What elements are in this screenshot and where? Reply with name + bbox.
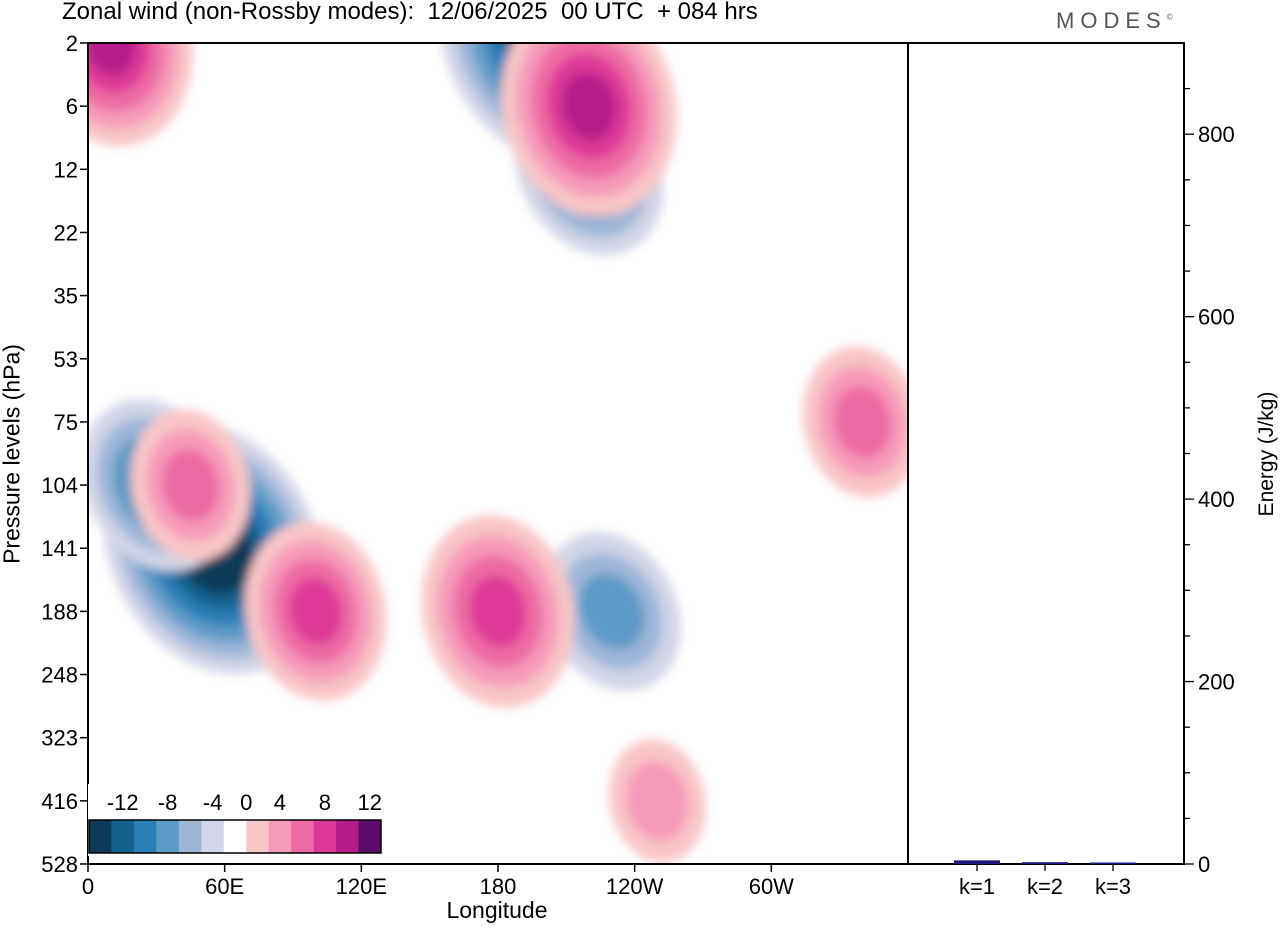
y-tick-label: 53: [54, 347, 78, 372]
colorbar-swatch: [89, 820, 112, 853]
energy-frame: [907, 42, 1185, 865]
colorbar-frame: [88, 819, 382, 854]
y-tick-label: 22: [54, 220, 78, 245]
colorbar-swatch: [223, 820, 247, 853]
x-tick-label: 180: [480, 874, 517, 899]
energy-category-label: k=1: [959, 874, 995, 899]
energy-category-label: k=3: [1095, 874, 1131, 899]
y-tick-label: 141: [41, 536, 78, 561]
energy-tick-label: 400: [1198, 487, 1235, 512]
y-tick-label: 35: [54, 284, 78, 309]
y-axis-label: Pressure levels (hPa): [0, 344, 25, 564]
colorbar-swatch: [201, 820, 225, 853]
energy-tick-label: 600: [1198, 305, 1235, 330]
x-tick-label: 60E: [205, 874, 244, 899]
y-tick-label: 248: [41, 663, 78, 688]
y-tick-label: 104: [41, 473, 78, 498]
x-axis: 0 60E 120E 180 120W 60W: [82, 864, 794, 899]
colorbar-swatch: [246, 820, 269, 853]
heatmap-contour-8-4: [561, 71, 617, 141]
heatmap-plot-area: [88, 43, 908, 864]
x-tick-label: 120W: [606, 874, 664, 899]
colorbar-swatch: [336, 820, 359, 853]
colorbar-label: 4: [274, 790, 286, 815]
heatmap-contour-3-2: [579, 573, 645, 650]
x-tick-label: 120E: [336, 874, 387, 899]
energy-category-label: k=2: [1027, 874, 1063, 899]
y-tick-label: 75: [54, 410, 78, 435]
y-tick-label: 416: [41, 789, 78, 814]
chart-title: Zonal wind (non-Rossby modes): 12/06/202…: [62, 0, 758, 25]
heatmap-contour-7-2: [162, 449, 219, 521]
heatmap-contour-6-3: [289, 577, 343, 646]
heatmap-contour-11-1: [626, 760, 689, 841]
colorbar-swatch: [111, 820, 135, 853]
heatmap-contour-10-2: [834, 386, 891, 458]
y-tick-label: 12: [54, 157, 78, 182]
colorbar-swatch: [313, 820, 337, 853]
energy-bar: [954, 860, 1000, 864]
y-tick-label: 188: [41, 599, 78, 624]
energy-bar: [1022, 862, 1068, 864]
colorbar-label: 8: [319, 790, 331, 815]
colorbar: -12 -8 -4 0 4 8 12: [88, 784, 382, 856]
y-tick-label: 2: [66, 31, 78, 56]
x-tick-label: 60W: [749, 874, 794, 899]
modes-logo: MODES©: [1056, 8, 1173, 33]
x-axis-label: Longitude: [446, 897, 548, 923]
colorbar-swatch: [156, 820, 180, 853]
energy-tick-label: 0: [1198, 852, 1210, 877]
colorbar-label: -8: [158, 790, 178, 815]
heatmap-contour-9-3: [88, 43, 151, 93]
energy-bar: [1090, 862, 1136, 864]
colorbar-label: 0: [240, 790, 252, 815]
heatmap-contour-5-3: [469, 575, 527, 648]
y-tick-label: 528: [41, 852, 78, 877]
heatmap-field: [88, 43, 908, 863]
colorbar-label: -4: [203, 790, 223, 815]
y-tick-label: 323: [41, 726, 78, 751]
colorbar-swatch: [133, 820, 157, 853]
colorbar-label: -12: [107, 790, 139, 815]
colorbar-swatch: [268, 820, 292, 853]
colorbar-label: 12: [358, 790, 382, 815]
colorbar-swatch: [291, 820, 314, 853]
y-axis: 2 6 12 22 35 53 75 104 141 188 248 323 416 528: [41, 31, 88, 877]
energy-bar-chart: 0 200 400 600 800 k=1 k=2 k=3: [954, 87, 1235, 899]
colorbar-swatch: [178, 820, 202, 853]
heatmap-contour-9-4: [88, 43, 137, 76]
energy-axis-label: Energy (J/kg): [1255, 391, 1278, 517]
x-tick-label: 0: [82, 874, 94, 899]
y-tick-label: 6: [66, 94, 78, 119]
energy-tick-label: 800: [1198, 122, 1235, 147]
energy-tick-label: 200: [1198, 670, 1235, 695]
colorbar-swatch: [358, 820, 382, 853]
